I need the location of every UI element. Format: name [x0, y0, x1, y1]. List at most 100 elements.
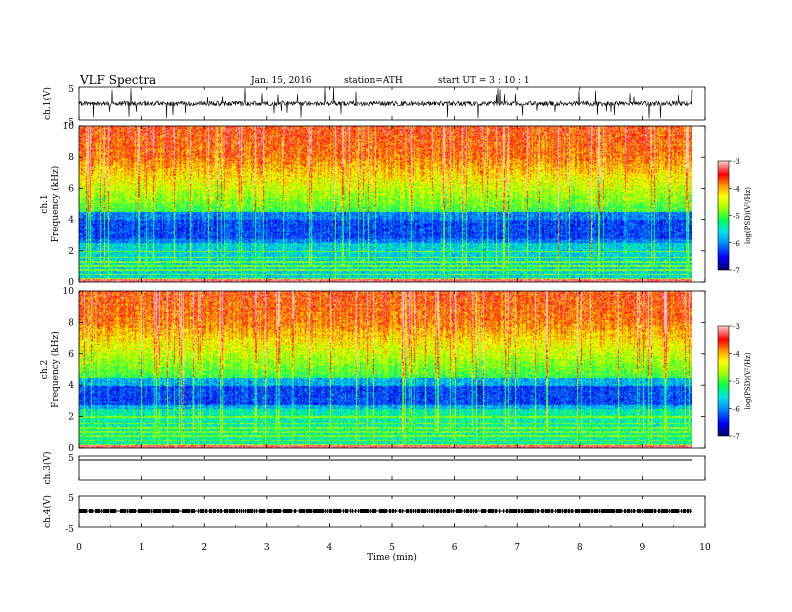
ch4-waveform-segment [162, 509, 164, 513]
ch4-waveform-segment [640, 509, 642, 513]
ch4-waveform-segment [227, 509, 229, 513]
ch4-waveform-segment [143, 509, 145, 513]
ch4-waveform-segment [256, 509, 258, 513]
ch4-waveform-segment [340, 509, 342, 513]
ch4-waveform-segment [602, 509, 604, 513]
ch4-waveform-segment [467, 509, 469, 513]
ch4-waveform-segment [347, 509, 349, 513]
ch4-waveform-segment [91, 509, 93, 513]
ch4-waveform-segment [402, 509, 404, 513]
ch4-waveform-segment [301, 509, 303, 513]
ch4-waveform-segment [314, 509, 316, 513]
ch4-waveform-segment [286, 509, 288, 513]
ch4-waveform-segment [308, 509, 310, 513]
ch2-spectrogram-image [79, 291, 692, 448]
y-tick-label: 0 [68, 278, 74, 288]
ch4-waveform-segment [690, 509, 692, 513]
ch4-waveform-segment [146, 509, 148, 513]
ch4-waveform-segment [225, 509, 227, 513]
ch4-waveform-segment [546, 509, 548, 513]
ch4-waveform-segment [510, 509, 512, 513]
ch4-waveform-segment [531, 509, 533, 513]
ch4-waveform-segment [355, 509, 357, 513]
ch4-waveform-segment [607, 509, 609, 513]
ch4-waveform-segment [485, 509, 487, 513]
ch4-waveform-segment [187, 509, 189, 513]
ch4-waveform-segment [177, 509, 179, 513]
ch4-waveform-segment [421, 509, 423, 513]
ch4-waveform-segment [597, 509, 599, 513]
ch4-waveform-segment [383, 509, 385, 513]
ch4-waveform-segment [140, 509, 142, 513]
ch4-waveform-segment [503, 509, 505, 513]
ch4-waveform-segment [491, 509, 493, 513]
ch4-waveform-segment [243, 509, 245, 513]
ch4-waveform-segment [509, 509, 511, 513]
ch4-waveform-segment [644, 509, 646, 513]
ch4-waveform-segment [218, 509, 220, 513]
ch4-waveform-segment [620, 509, 622, 513]
ch4-waveform-segment [362, 509, 364, 513]
ch4-waveform-segment [440, 509, 442, 513]
ch4-waveform-segment [82, 509, 84, 513]
colorbar-image [718, 161, 729, 270]
ch4-waveform-segment [526, 509, 528, 513]
ch4-waveform-segment [490, 509, 492, 513]
ch4-waveform-segment [390, 509, 392, 513]
ch4-waveform-segment [259, 509, 261, 513]
ch4-waveform-segment [609, 509, 611, 513]
ch4-waveform-segment [453, 509, 455, 513]
y-tick-label: 5 [68, 454, 74, 464]
ch4-waveform-segment [361, 509, 363, 513]
ch4-waveform-segment [572, 509, 574, 513]
ch4-waveform-segment [676, 509, 678, 513]
ch4-waveform-segment [130, 509, 132, 513]
ch4-waveform-segment [271, 509, 273, 513]
ch4-waveform-segment [184, 509, 186, 513]
ch4-waveform-segment [625, 509, 627, 513]
ch4-waveform-segment [555, 509, 557, 513]
ch4-waveform-segment [411, 509, 413, 513]
ch4-waveform-segment [105, 509, 107, 513]
ch4-waveform-segment [437, 509, 439, 513]
ch4-waveform-segment [254, 509, 256, 513]
ch4-waveform-segment [232, 509, 234, 513]
ch4-waveform-segment [164, 509, 166, 513]
ch4-waveform-segment [481, 509, 483, 513]
ch4-waveform-segment [95, 509, 97, 513]
y-tick-label: -5 [65, 525, 74, 535]
ch4-waveform-segment [633, 509, 635, 513]
ch4-waveform-segment [323, 509, 325, 513]
y-tick-label: 6 [68, 184, 74, 194]
ch4-waveform-segment [289, 509, 291, 513]
ch4-waveform-segment [507, 509, 509, 513]
ch4-waveform-segment [647, 509, 649, 513]
ch4-waveform-segment [294, 509, 296, 513]
ch4-waveform-segment [217, 509, 219, 513]
ch4-waveform-segment [358, 509, 360, 513]
ch4-waveform-segment [327, 509, 329, 513]
ch4-waveform-segment [230, 509, 232, 513]
ch4-waveform-segment [331, 509, 333, 513]
ch4-waveform-segment [173, 509, 175, 513]
ch4-waveform-segment [538, 509, 540, 513]
colorbar-tick-label: -7 [733, 267, 740, 275]
colorbar-label: log(PSD)(V²/Hz) [744, 187, 752, 244]
ch4-waveform-segment [389, 509, 391, 513]
ch4-waveform-segment [560, 509, 562, 513]
ch4-waveform-segment [283, 509, 285, 513]
ch4-waveform-segment [178, 509, 180, 513]
ch4-waveform-segment [385, 509, 387, 513]
ch4-waveform-segment [406, 509, 408, 513]
y-axis-label: Frequency (kHz) [50, 331, 61, 408]
ch4-waveform-segment [542, 509, 544, 513]
x-tick-label: 1 [139, 543, 145, 553]
ch4-waveform-segment [127, 509, 129, 513]
x-tick-label: 2 [201, 543, 207, 553]
ch4-waveform-segment [399, 509, 401, 513]
ch4-waveform-segment [638, 509, 640, 513]
ch4-waveform-segment [519, 509, 521, 513]
ch4-waveform-segment [541, 509, 543, 513]
ch4-waveform-segment [642, 509, 644, 513]
